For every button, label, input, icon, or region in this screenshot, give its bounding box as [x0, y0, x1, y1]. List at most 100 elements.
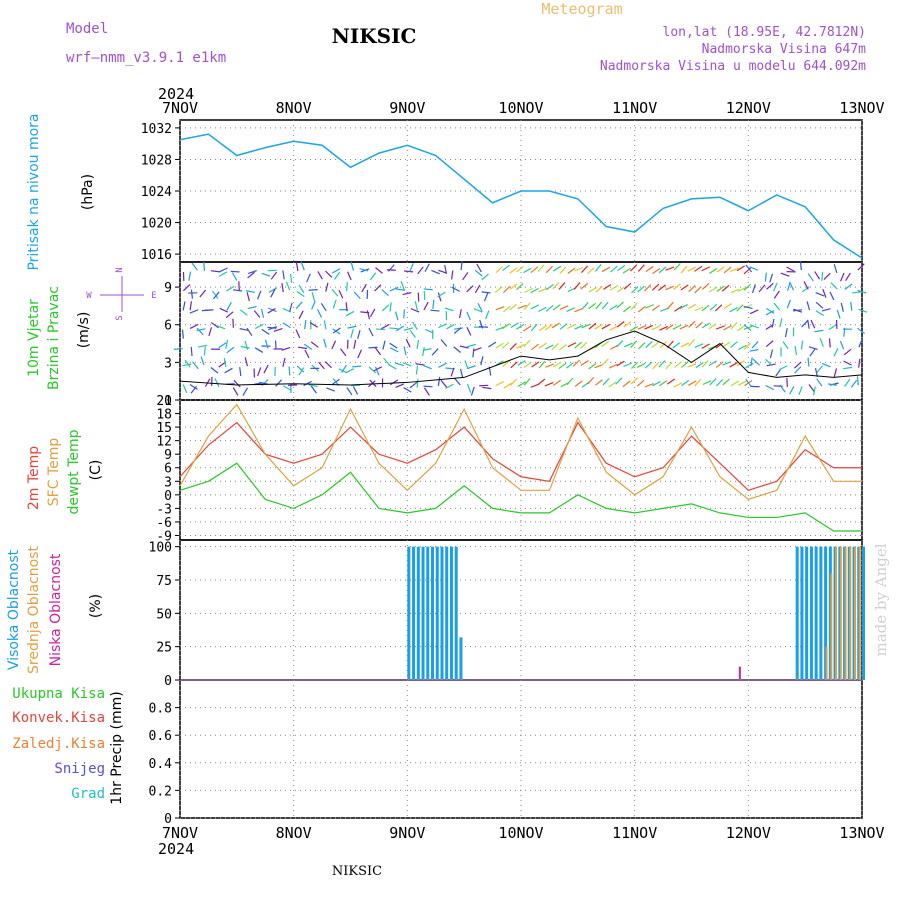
wind-barb: [601, 358, 609, 366]
wind-barb: [552, 379, 561, 386]
wind-barb: [451, 270, 454, 280]
wind-barb: [823, 272, 831, 280]
wind-barb: [203, 261, 206, 271]
wind-barb: [581, 265, 588, 273]
wind-barb: [300, 261, 305, 271]
wind-barb: [459, 345, 469, 349]
wind-barb: [361, 283, 367, 293]
wind-barb: [231, 272, 238, 281]
wind-barb: [609, 325, 618, 331]
wind-barb: [246, 292, 250, 302]
wind-barbs: [173, 261, 868, 396]
wind-barb: [714, 304, 723, 312]
high-cloud-bar: [819, 546, 823, 680]
wind-barb: [394, 362, 404, 367]
wind-barb: [623, 305, 632, 313]
wind-barb: [306, 273, 311, 283]
wind-barb: [308, 384, 318, 388]
wind-barb: [409, 381, 418, 389]
wind-barb: [381, 304, 390, 312]
wind-barb: [722, 378, 730, 386]
wind-barb: [694, 265, 703, 272]
wind-barb: [267, 307, 276, 314]
wind-barb: [216, 325, 226, 330]
wind-barb: [665, 266, 675, 271]
wind-barb: [553, 265, 562, 272]
wind-barb: [515, 323, 525, 330]
wind-barb: [749, 309, 759, 315]
wind-barb: [694, 343, 704, 348]
wind-barb: [191, 262, 198, 271]
wind-barb: [827, 383, 838, 386]
pressure-ytick-label: 1028: [141, 153, 172, 168]
wind-barb: [339, 348, 347, 357]
wind-barb: [208, 327, 213, 337]
wind-barb: [423, 364, 432, 370]
wind-barb: [616, 286, 625, 293]
wind-barb: [758, 284, 766, 293]
wind-barb: [688, 338, 695, 347]
wind-barb: [274, 340, 277, 350]
wind-barb: [588, 287, 597, 293]
wind-barb: [813, 386, 816, 396]
wind-barb: [807, 273, 814, 282]
wind-barb: [645, 265, 654, 273]
wind-barb: [701, 360, 709, 368]
wind-barb: [773, 282, 778, 292]
wind-barb: [317, 271, 323, 280]
high-cloud-bar: [421, 546, 425, 680]
wind-barb: [389, 347, 399, 353]
wind-barb: [530, 383, 540, 388]
wind-barb: [588, 363, 597, 370]
wind-barb: [357, 330, 361, 340]
temp-2m-line: [179, 421, 862, 492]
wind-barb: [702, 380, 712, 386]
wind-barb: [750, 357, 753, 367]
wind-barb: [836, 309, 841, 319]
wind-barb: [324, 361, 332, 369]
wind-barb: [423, 387, 430, 396]
wind-barb: [815, 310, 824, 317]
wind-barb: [257, 367, 262, 377]
wind-barb: [665, 324, 674, 331]
wind-barb: [616, 360, 625, 367]
wind-barb: [479, 384, 489, 387]
wind-barb: [325, 282, 329, 292]
wind-barb: [530, 323, 538, 332]
high-cloud-bar: [459, 637, 463, 680]
wind-barb: [687, 363, 697, 368]
wind-barb: [501, 323, 511, 330]
wind-barb: [389, 342, 398, 349]
cloud-ytick-label: 75: [156, 574, 172, 589]
wind-barb: [389, 327, 399, 330]
credit-label: made by Angel: [872, 543, 890, 656]
wind-barb: [816, 378, 823, 387]
wind-barb: [478, 326, 489, 328]
wind-barb: [616, 321, 625, 328]
wind-barb: [794, 345, 798, 356]
pressure-ytick-label: 1024: [141, 185, 172, 200]
meteogram-label: Meteogram: [541, 0, 622, 18]
wind-barb: [386, 269, 396, 271]
wind-barb: [815, 292, 825, 297]
wind-barb: [637, 285, 645, 293]
wind-barb: [395, 383, 405, 388]
wind-barb: [843, 360, 852, 366]
wind-barb: [453, 327, 462, 334]
wind-barb: [310, 385, 317, 394]
wind-barb: [245, 290, 255, 293]
wind-barb: [368, 346, 378, 349]
wind-barb: [509, 283, 518, 290]
wind-barb: [850, 301, 853, 311]
wind-barb: [531, 361, 540, 368]
compass-north: N: [115, 267, 125, 272]
precip-ytick-label: 0.4: [149, 757, 173, 772]
wind-barb: [856, 376, 859, 386]
wind-barb: [609, 284, 619, 291]
wind-barb: [450, 367, 455, 377]
mid-cloud-bar: [849, 546, 852, 680]
wind-barb: [736, 265, 745, 272]
xtick-label-bottom: 13NOV: [839, 824, 884, 842]
wind-barb: [729, 307, 738, 313]
wind-barb: [723, 266, 732, 274]
